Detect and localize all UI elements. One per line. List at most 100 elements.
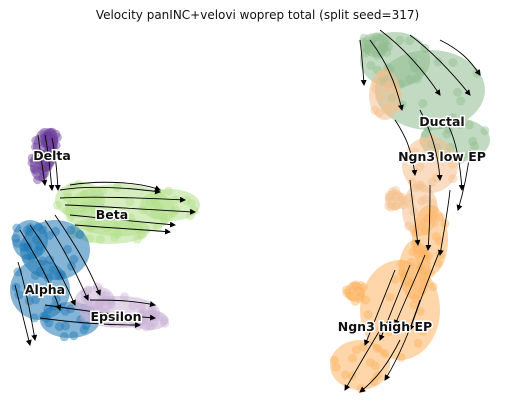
cell-point [370, 361, 380, 371]
cell-cloud [361, 33, 389, 57]
cell-point [137, 230, 147, 240]
cell-point [411, 183, 421, 193]
cell-point [390, 275, 400, 284]
streamline [51, 137, 61, 191]
cell-point [356, 291, 366, 301]
cell-point [37, 165, 47, 175]
cell-point [159, 315, 169, 325]
cell-point [427, 210, 437, 220]
cell-point [406, 278, 416, 288]
cell-point [365, 358, 375, 367]
cell-point [418, 98, 428, 108]
cell-point [61, 321, 70, 331]
cell-point [147, 306, 157, 316]
cell-point [423, 251, 433, 261]
cell-point [22, 242, 32, 251]
cell-point [45, 158, 55, 167]
cluster-ngn3-high-ep [329, 205, 450, 394]
streamline [456, 149, 471, 211]
cell-point [391, 186, 401, 195]
cell-point [395, 35, 405, 45]
cell-point [356, 280, 366, 290]
cell-point [412, 244, 422, 254]
cell-point [141, 322, 151, 332]
cell-point [185, 211, 195, 221]
cell-point [94, 299, 104, 309]
cell-point [44, 131, 54, 141]
cell-point [160, 318, 170, 328]
cell-point [51, 129, 61, 139]
cell-point [358, 282, 368, 292]
cell-point [385, 190, 395, 200]
cell-point [69, 331, 79, 341]
cell-point [164, 186, 173, 196]
cell-point [150, 198, 160, 208]
cell-point [26, 250, 35, 260]
cell-point [397, 268, 407, 278]
cell-point [435, 120, 444, 129]
cell-point [376, 32, 386, 42]
cell-point [418, 272, 428, 282]
cell-point [415, 180, 425, 190]
cell-point [371, 78, 381, 88]
cluster-label: Ngn3 low EP [398, 149, 486, 164]
cell-point [442, 129, 452, 139]
cell-point [382, 47, 392, 57]
cluster-label: Alpha [25, 282, 65, 297]
cell-point [78, 204, 88, 214]
cell-point [139, 316, 149, 325]
cell-cloud [70, 216, 150, 244]
cell-point [349, 281, 359, 291]
cell-point [127, 221, 137, 231]
cell-point [374, 92, 384, 102]
cell-point [329, 355, 339, 365]
cell-point [384, 201, 394, 211]
cell-point [378, 43, 388, 53]
cell-point [470, 141, 479, 151]
cell-point [146, 321, 156, 331]
cell-point [428, 150, 438, 160]
cell-point [381, 105, 391, 115]
cell-point [54, 322, 64, 332]
cell-point [448, 159, 457, 169]
cell-cloud [12, 220, 48, 260]
cell-point [386, 202, 396, 212]
plot-title: Velocity panINC+velovi woprep total (spl… [95, 8, 420, 22]
cell-cloud [402, 137, 458, 193]
cell-point [448, 113, 458, 122]
streamline [19, 229, 62, 311]
cell-point [59, 332, 69, 342]
cell-point [103, 213, 113, 223]
cell-point [376, 48, 386, 58]
cell-cloud [345, 282, 365, 302]
cell-point [355, 294, 364, 304]
cell-point [416, 249, 426, 259]
cell-point [448, 174, 458, 184]
cluster-label: Ductal [419, 114, 464, 129]
streamline [69, 181, 161, 191]
cell-point [410, 63, 419, 73]
cell-point [418, 136, 428, 146]
cell-point [31, 295, 40, 305]
cell-point [29, 164, 39, 174]
cell-point [24, 227, 34, 237]
cell-point [393, 191, 403, 201]
cell-point [421, 226, 430, 236]
cell-point [385, 80, 395, 90]
cell-point [119, 292, 129, 302]
cell-point [382, 81, 392, 91]
cell-point [387, 196, 396, 206]
cluster-delta [27, 127, 62, 185]
cell-point [384, 42, 394, 52]
streamline [69, 214, 176, 228]
cell-point [396, 353, 406, 362]
cell-point [38, 225, 48, 235]
cell-point [155, 312, 165, 322]
cell-point [331, 362, 341, 372]
cell-point [87, 196, 97, 206]
cell-cloud [385, 190, 405, 210]
cell-point [355, 287, 365, 297]
cell-point [42, 152, 52, 162]
cluster-label: Ngn3 high EP [338, 319, 432, 334]
cell-point [410, 147, 420, 157]
